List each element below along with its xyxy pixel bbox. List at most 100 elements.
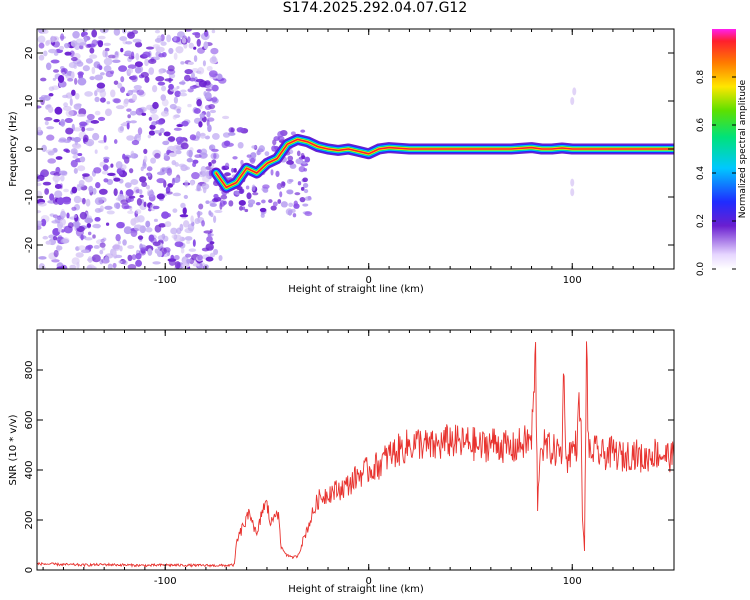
noise-speckle (133, 84, 142, 90)
spectrogram-y-tick-label: -10 (24, 189, 35, 205)
noise-speckle (203, 90, 207, 97)
noise-speckle (148, 234, 155, 242)
noise-speckle (176, 108, 181, 114)
noise-speckle (83, 134, 89, 143)
noise-speckle (60, 210, 67, 219)
noise-speckle (251, 145, 257, 149)
noise-speckle (184, 68, 193, 75)
noise-speckle (189, 134, 197, 141)
colorbar-gradient (712, 29, 736, 269)
noise-speckle (270, 205, 277, 211)
ridge-layer-5 (215, 138, 674, 189)
noise-speckle (49, 193, 55, 201)
noise-speckle (231, 167, 235, 173)
noise-speckle (84, 36, 88, 43)
noise-speckle (158, 69, 164, 75)
noise-speckle (118, 170, 124, 175)
noise-speckle (51, 220, 60, 224)
noise-speckle (86, 264, 96, 269)
spectrogram-x-tick-label: 0 (366, 275, 372, 286)
noise-speckle (46, 104, 52, 108)
snr-x-tick-label: 100 (563, 576, 582, 587)
noise-speckle (258, 145, 265, 153)
noise-speckle (174, 241, 184, 248)
noise-speckle (277, 199, 282, 204)
noise-speckle (131, 139, 140, 146)
noise-speckle (122, 153, 126, 160)
noise-speckle (167, 136, 176, 142)
noise-speckle (208, 103, 216, 110)
noise-speckle (130, 110, 137, 116)
noise-speckle (211, 159, 217, 164)
noise-speckle (84, 91, 93, 97)
noise-speckle (78, 179, 85, 186)
noise-speckle (196, 99, 202, 107)
noise-speckle (131, 254, 137, 261)
noise-speckle (48, 48, 57, 54)
noise-speckle (180, 89, 187, 93)
noise-speckle (63, 188, 70, 193)
noise-speckle (262, 188, 269, 193)
noise-speckle (199, 132, 206, 139)
noise-speckle (55, 166, 61, 174)
noise-speckle (80, 249, 90, 254)
noise-speckle (104, 47, 110, 52)
noise-speckle (127, 264, 137, 269)
noise-speckle (98, 188, 108, 195)
noise-speckle (182, 207, 187, 215)
noise-speckle (192, 239, 196, 247)
noise-speckle (135, 259, 143, 267)
noise-speckle (288, 202, 294, 207)
noise-speckle (188, 248, 197, 252)
noise-speckle (74, 221, 80, 229)
noise-speckle (156, 250, 163, 258)
noise-speckle (89, 47, 95, 54)
noise-speckle (304, 196, 312, 201)
noise-speckle (106, 210, 115, 215)
noise-speckle (207, 233, 214, 237)
noise-speckle (203, 29, 209, 37)
noise-speckle (58, 170, 68, 176)
snr-x-tick-label: -100 (154, 576, 177, 587)
noise-speckle (131, 74, 138, 83)
noise-speckle (197, 254, 203, 261)
noise-speckle (128, 67, 134, 74)
noise-speckle (193, 46, 197, 50)
noise-speckle (127, 114, 131, 119)
noise-speckle (153, 218, 158, 222)
noise-speckle (195, 78, 204, 83)
noise-speckle (82, 65, 90, 72)
noise-speckle (146, 166, 153, 172)
noise-speckle (252, 192, 259, 196)
noise-speckle (184, 236, 193, 241)
noise-speckle (79, 121, 88, 127)
noise-speckle (156, 193, 165, 200)
noise-speckle (123, 226, 132, 235)
noise-speckle (221, 141, 229, 149)
noise-speckle (177, 31, 185, 38)
noise-speckle (98, 116, 106, 122)
noise-speckle (296, 150, 301, 157)
noise-speckle (148, 130, 156, 136)
noise-speckle (148, 190, 155, 198)
colorbar-tick-label: 0.8 (696, 70, 706, 85)
noise-speckle (110, 89, 116, 98)
noise-speckle (155, 76, 165, 82)
noise-speckle (214, 209, 223, 214)
noise-speckle (119, 86, 126, 93)
noise-speckle (140, 71, 149, 78)
snr-y-label: SNR (10 * v/v) (8, 414, 19, 485)
spectrogram-x-tick-label: 100 (563, 275, 582, 286)
spectrogram-y-tick-label: 20 (24, 47, 35, 60)
noise-speckle (105, 222, 110, 226)
noise-speckle (120, 76, 125, 83)
noise-speckle (129, 120, 137, 124)
noise-speckle (79, 211, 88, 220)
noise-speckle (48, 86, 55, 92)
noise-speckle (120, 47, 124, 53)
noise-speckle (570, 178, 575, 187)
noise-speckle (155, 46, 165, 53)
noise-speckle (211, 55, 217, 63)
noise-speckle (198, 121, 203, 128)
noise-speckle (206, 235, 213, 243)
